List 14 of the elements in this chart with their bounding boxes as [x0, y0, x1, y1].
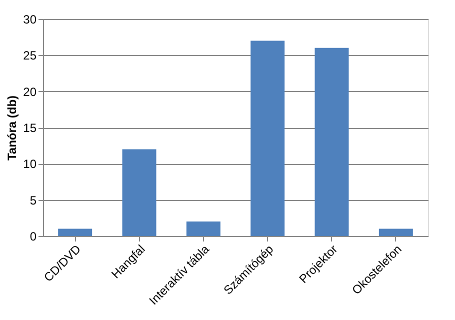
bar: [378, 228, 413, 236]
bar: [58, 228, 92, 236]
y-tick-label: 5: [30, 193, 37, 208]
bar: [186, 222, 220, 236]
y-tick-label: 30: [23, 12, 37, 26]
y-tick-label: 25: [23, 48, 37, 63]
y-tick-label: 15: [23, 121, 37, 135]
bar: [250, 40, 285, 236]
bar: [122, 149, 156, 236]
bar: [314, 48, 349, 236]
y-tick-label: 0: [30, 230, 37, 244]
y-axis-title: Tanóra (db): [5, 95, 20, 161]
y-tick-label: 20: [23, 84, 37, 99]
y-tick-label: 10: [23, 157, 37, 172]
